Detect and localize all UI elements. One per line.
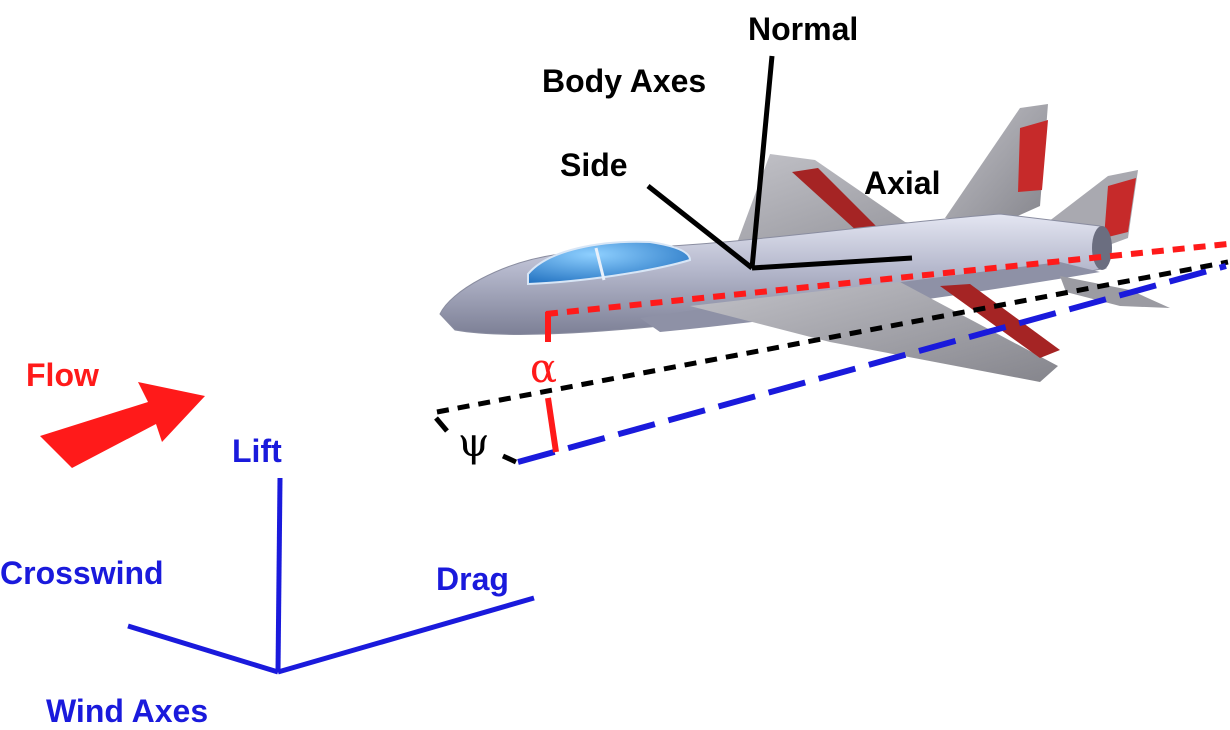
projected-axial-line <box>436 259 1229 415</box>
right-fin-rudder <box>1104 178 1136 238</box>
body-axes <box>646 55 913 271</box>
side-axis <box>646 184 754 270</box>
normal-label: Normal <box>748 11 858 47</box>
body-axial-line <box>545 241 1229 317</box>
psi-tick-right <box>501 453 518 465</box>
side-label: Side <box>560 147 628 183</box>
normal-axis <box>749 55 775 269</box>
near-wing-flap <box>940 284 1060 358</box>
reference-lines <box>434 241 1229 465</box>
left-fin-rudder <box>1018 120 1048 192</box>
drag-axis <box>277 595 535 675</box>
crosswind-axis <box>127 623 279 675</box>
aircraft <box>439 104 1170 382</box>
wind-axes <box>127 477 535 675</box>
body-axes-label: Body Axes <box>542 63 706 99</box>
alpha-symbol: α <box>530 346 557 392</box>
flow-arrow <box>40 382 205 468</box>
drag-label: Drag <box>436 561 509 597</box>
psi-tick-left <box>434 416 449 433</box>
exhaust-nozzle <box>1092 226 1112 270</box>
canopy-frame <box>594 247 606 281</box>
alpha-marker-lower <box>545 397 559 453</box>
axial-axis <box>751 255 913 271</box>
crosswind-label: Crosswind <box>0 555 164 591</box>
wind-direction-line <box>517 263 1227 465</box>
psi-symbol: ψ <box>458 420 489 466</box>
lift-label: Lift <box>232 433 282 469</box>
flow-label: Flow <box>26 357 99 393</box>
far-wing-flap <box>792 168 880 232</box>
wind-axes-label: Wind Axes <box>46 693 208 729</box>
lift-axis <box>275 477 283 673</box>
canopy <box>527 240 692 286</box>
near-wing <box>690 282 1058 382</box>
axial-label: Axial <box>864 165 940 201</box>
near-horizontal-tail <box>1060 276 1170 308</box>
